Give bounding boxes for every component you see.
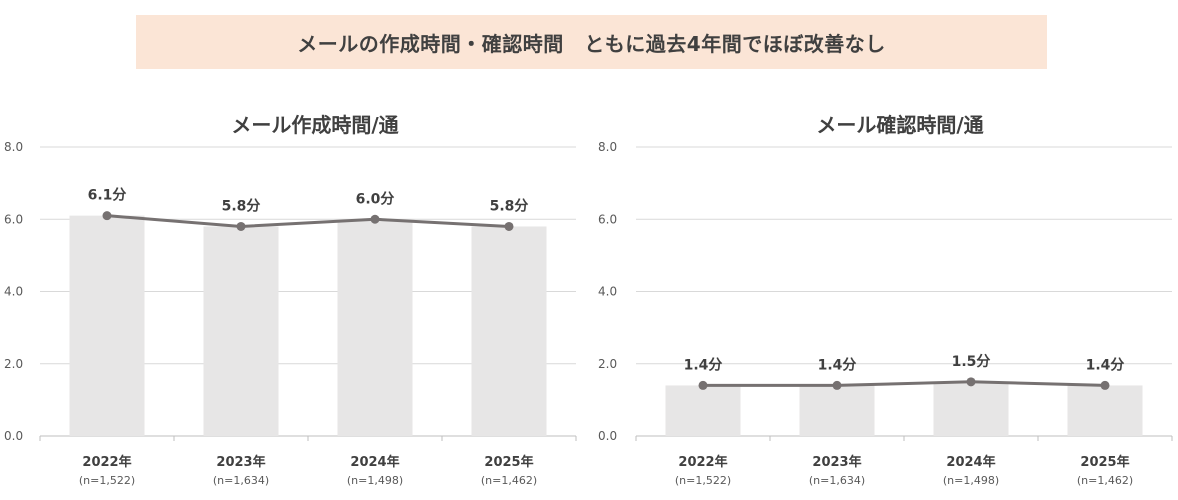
point-marker-1-1: [102, 211, 112, 221]
bar-1-2: [203, 226, 279, 436]
data-label-2-2: 1.4分: [818, 357, 857, 373]
y-tick-label-2-4: 8.0: [598, 140, 617, 154]
data-label-2-3: 1.5分: [952, 354, 991, 370]
x-category-label-1-2: 2023年: [216, 454, 265, 470]
bar-2-3: [933, 381, 1009, 436]
x-category-label-2-4: 2025年: [1080, 454, 1129, 470]
sample-size-label-1-1: (n=1,522): [79, 474, 135, 487]
headline-text: メールの作成時間・確認時間 ともに過去4年間でほぼ改善なし: [297, 31, 886, 56]
headline-banner: メールの作成時間・確認時間 ともに過去4年間でほぼ改善なし: [136, 15, 1047, 69]
y-tick-label-2-3: 6.0: [598, 212, 617, 226]
bar-1-4: [471, 226, 547, 436]
chart-title-1: メール作成時間/通: [231, 113, 398, 137]
series-line-2: [703, 380, 1106, 387]
series-line-1: [106, 214, 510, 228]
sample-size-label-2-4: (n=1,462): [1077, 474, 1133, 487]
bar-1-1: [69, 215, 145, 436]
point-marker-1-2: [236, 221, 246, 231]
point-marker-2-2: [832, 380, 842, 390]
point-marker-1-3: [370, 214, 380, 224]
bar-2-2: [799, 385, 875, 436]
point-marker-2-4: [1100, 380, 1110, 390]
data-label-1-3: 6.0分: [356, 191, 395, 207]
y-tick-label-1-1: 2.0: [4, 357, 23, 371]
bar-1-3: [337, 219, 413, 436]
data-label-1-2: 5.8分: [222, 198, 261, 214]
sample-size-label-1-2: (n=1,634): [213, 474, 269, 487]
x-category-label-2-1: 2022年: [678, 454, 727, 470]
bar-2-4: [1067, 385, 1143, 436]
x-category-label-1-1: 2022年: [82, 454, 131, 470]
data-label-1-1: 6.1分: [88, 188, 127, 204]
x-category-label-2-2: 2023年: [812, 454, 861, 470]
chart-title-2: メール確認時間/通: [816, 113, 983, 137]
y-tick-label-1-0: 0.0: [4, 429, 23, 443]
sample-size-label-1-4: (n=1,462): [481, 474, 537, 487]
x-category-label-2-3: 2024年: [946, 454, 995, 470]
point-marker-2-3: [966, 377, 976, 387]
data-label-2-4: 1.4分: [1086, 357, 1125, 373]
sample-size-label-2-3: (n=1,498): [943, 474, 999, 487]
sample-size-label-2-1: (n=1,522): [675, 474, 731, 487]
data-label-2-1: 1.4分: [684, 357, 723, 373]
point-marker-2-1: [698, 380, 708, 390]
bar-2-1: [665, 385, 741, 436]
data-label-1-4: 5.8分: [490, 198, 529, 214]
x-category-label-1-3: 2024年: [350, 454, 399, 470]
y-tick-label-1-2: 4.0: [4, 285, 23, 299]
y-tick-label-1-3: 6.0: [4, 212, 23, 226]
sample-size-label-2-2: (n=1,634): [809, 474, 865, 487]
x-category-label-1-4: 2025年: [484, 454, 533, 470]
point-marker-1-4: [504, 221, 514, 231]
y-tick-label-2-1: 2.0: [598, 357, 617, 371]
y-tick-label-2-0: 0.0: [598, 429, 617, 443]
y-tick-label-2-2: 4.0: [598, 285, 617, 299]
y-tick-label-1-4: 8.0: [4, 140, 23, 154]
sample-size-label-1-3: (n=1,498): [347, 474, 403, 487]
